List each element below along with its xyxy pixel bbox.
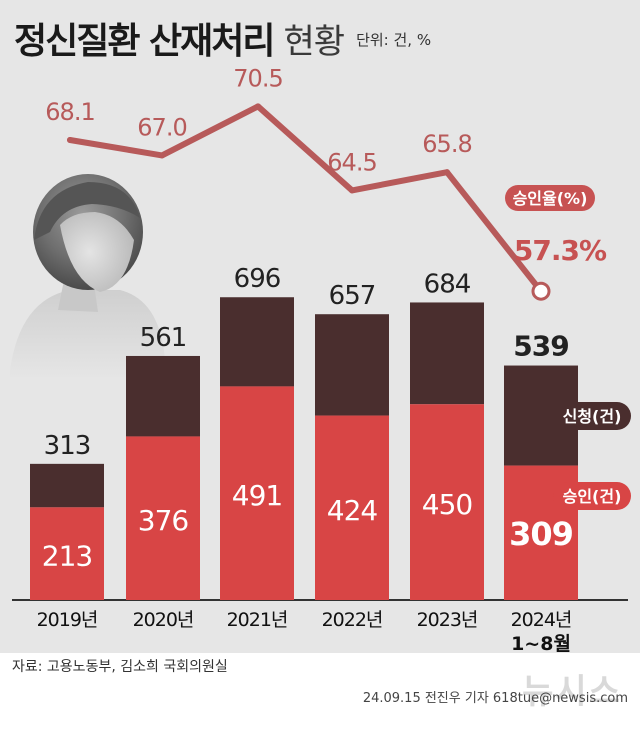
bar-applied-3 [315,314,389,416]
rate-point-0 [67,137,73,143]
tick-label-1: 2020년 [133,609,194,631]
tick-label-5: 2024년 [511,609,572,631]
rate-point-4 [444,169,450,176]
legend-badge-rate [505,185,595,211]
label-approved-2: 491 [232,479,282,512]
bar-applied-4 [410,302,484,405]
bar-approved-4 [410,404,484,600]
rate-label-0: 68.1 [45,98,94,126]
bar-approved-3 [315,415,389,600]
bar-applied-1 [126,355,200,437]
legend-label-applied: 신청(건) [563,407,622,426]
rate-label-1: 67.0 [137,113,186,141]
tick-label-2: 2021년 [227,609,288,631]
chart-svg: 313 213 2019년 561 376 2020년 696 491 2021년 657 424 2… [10,64,631,653]
rate-line [67,103,544,295]
rate-point-5 [531,281,551,301]
label-applied-3: 657 [329,281,376,311]
footer-panel [0,653,640,731]
label-applied-4: 684 [424,269,471,299]
bar-approved-1 [126,436,200,600]
unit-label: 단위: 건, % [356,31,432,49]
rate-point-1 [159,152,165,159]
rate-point-2 [255,103,261,110]
byline: 24.09.15 전진우 기자 618tue@newsis.com [362,691,628,706]
tick-note-last: 1~8월 [511,633,571,653]
tick-label-0: 2019년 [37,609,98,631]
legend-badge-applied [553,402,631,430]
label-approved-0: 213 [42,540,92,573]
rate-label-4: 65.8 [422,130,471,158]
rate-label-3: 64.5 [327,148,376,176]
label-applied-1: 561 [140,323,187,353]
worried-person-illustration [10,174,165,380]
legend-badge-approved [553,482,631,510]
chart-subtitle: 현황 [283,22,346,62]
tick-label-3: 2022년 [322,609,383,631]
label-approved-3: 424 [327,494,378,527]
header: 정신질환 산재처리 현황 단위: 건, % [14,12,431,64]
rate-line-layer [67,103,551,301]
label-applied-0: 313 [44,431,91,461]
watermark-logo: 뉴시스 [522,672,622,712]
bar-group [12,297,628,601]
rate-point-3 [349,187,355,194]
label-applied-5: 539 [513,330,568,363]
rate-label-2: 70.5 [233,64,282,92]
label-applied-2: 696 [234,264,281,294]
label-approved-1: 376 [138,504,189,537]
label-layer: 313 213 2019년 561 376 2020년 696 491 2021년 657 424 2… [37,64,631,653]
bar-approved-2 [220,386,294,600]
chart-title: 정신질환 산재처리 [14,21,275,62]
bar-applied-0 [30,463,104,508]
label-approved-5: 309 [509,515,573,553]
bar-applied-2 [220,297,294,387]
legend-label-rate: 승인율(%) [513,189,588,208]
rate-label-5: 57.3% [514,234,607,267]
bar-approved-0 [30,507,104,600]
legend-label-approved: 승인(건) [563,487,622,506]
source-note: 자료: 고용노동부, 김소희 국회의원실 [12,659,228,675]
tick-label-4: 2023년 [417,609,478,631]
label-approved-4: 450 [422,488,472,521]
